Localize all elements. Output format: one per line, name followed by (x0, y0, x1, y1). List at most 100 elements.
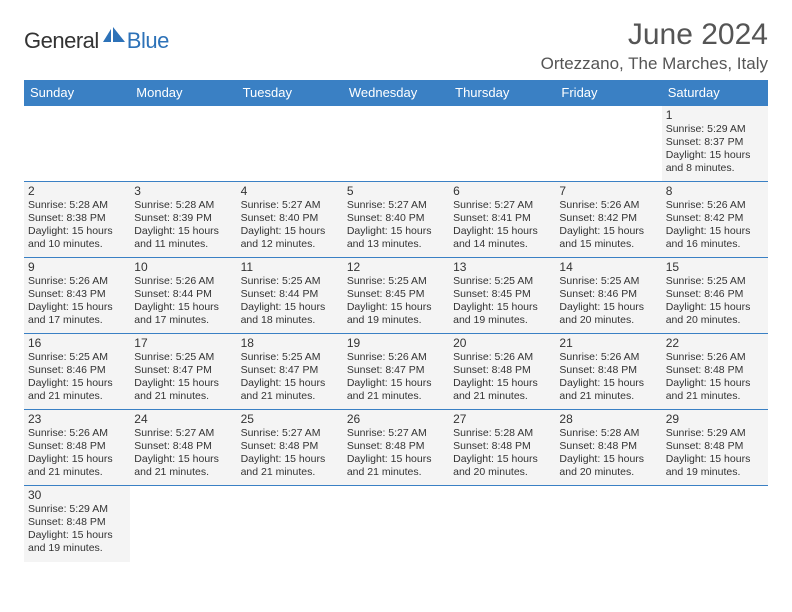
day-info: Sunrise: 5:26 AMSunset: 8:42 PMDaylight:… (559, 199, 657, 252)
calendar-cell: 8Sunrise: 5:26 AMSunset: 8:42 PMDaylight… (662, 182, 768, 258)
day-number: 30 (28, 488, 126, 502)
calendar-cell-empty (662, 486, 768, 562)
day-info: Sunrise: 5:27 AMSunset: 8:40 PMDaylight:… (241, 199, 339, 252)
logo-text-2: Blue (127, 28, 169, 54)
weekday-header: Tuesday (237, 80, 343, 106)
weekday-header: Saturday (662, 80, 768, 106)
calendar-cell: 12Sunrise: 5:25 AMSunset: 8:45 PMDayligh… (343, 258, 449, 334)
day-number: 1 (666, 108, 764, 122)
day-info: Sunrise: 5:26 AMSunset: 8:48 PMDaylight:… (666, 351, 764, 404)
header: General Blue June 2024 Ortezzano, The Ma… (24, 18, 768, 74)
day-number: 22 (666, 336, 764, 350)
calendar-cell: 17Sunrise: 5:25 AMSunset: 8:47 PMDayligh… (130, 334, 236, 410)
calendar-cell: 26Sunrise: 5:27 AMSunset: 8:48 PMDayligh… (343, 410, 449, 486)
day-number: 15 (666, 260, 764, 274)
calendar-row: 23Sunrise: 5:26 AMSunset: 8:48 PMDayligh… (24, 410, 768, 486)
day-info: Sunrise: 5:26 AMSunset: 8:44 PMDaylight:… (134, 275, 232, 328)
day-number: 19 (347, 336, 445, 350)
day-number: 2 (28, 184, 126, 198)
calendar-body: 1Sunrise: 5:29 AMSunset: 8:37 PMDaylight… (24, 106, 768, 562)
calendar-cell-empty (343, 486, 449, 562)
calendar-cell: 25Sunrise: 5:27 AMSunset: 8:48 PMDayligh… (237, 410, 343, 486)
calendar-page: General Blue June 2024 Ortezzano, The Ma… (0, 0, 792, 580)
day-info: Sunrise: 5:26 AMSunset: 8:48 PMDaylight:… (559, 351, 657, 404)
day-info: Sunrise: 5:26 AMSunset: 8:48 PMDaylight:… (28, 427, 126, 480)
calendar-cell-empty (343, 106, 449, 182)
calendar-cell: 5Sunrise: 5:27 AMSunset: 8:40 PMDaylight… (343, 182, 449, 258)
day-number: 14 (559, 260, 657, 274)
calendar-row: 30Sunrise: 5:29 AMSunset: 8:48 PMDayligh… (24, 486, 768, 562)
calendar-cell: 19Sunrise: 5:26 AMSunset: 8:47 PMDayligh… (343, 334, 449, 410)
day-info: Sunrise: 5:26 AMSunset: 8:43 PMDaylight:… (28, 275, 126, 328)
day-info: Sunrise: 5:28 AMSunset: 8:39 PMDaylight:… (134, 199, 232, 252)
day-info: Sunrise: 5:26 AMSunset: 8:47 PMDaylight:… (347, 351, 445, 404)
calendar-cell: 22Sunrise: 5:26 AMSunset: 8:48 PMDayligh… (662, 334, 768, 410)
calendar-head: SundayMondayTuesdayWednesdayThursdayFrid… (24, 80, 768, 106)
day-info: Sunrise: 5:25 AMSunset: 8:44 PMDaylight:… (241, 275, 339, 328)
day-info: Sunrise: 5:25 AMSunset: 8:45 PMDaylight:… (453, 275, 551, 328)
day-number: 17 (134, 336, 232, 350)
weekday-header: Sunday (24, 80, 130, 106)
day-number: 10 (134, 260, 232, 274)
calendar-cell: 24Sunrise: 5:27 AMSunset: 8:48 PMDayligh… (130, 410, 236, 486)
calendar-cell-empty (237, 106, 343, 182)
day-number: 13 (453, 260, 551, 274)
day-info: Sunrise: 5:29 AMSunset: 8:48 PMDaylight:… (666, 427, 764, 480)
calendar-cell: 20Sunrise: 5:26 AMSunset: 8:48 PMDayligh… (449, 334, 555, 410)
calendar-cell: 15Sunrise: 5:25 AMSunset: 8:46 PMDayligh… (662, 258, 768, 334)
calendar-row: 2Sunrise: 5:28 AMSunset: 8:38 PMDaylight… (24, 182, 768, 258)
day-number: 12 (347, 260, 445, 274)
day-info: Sunrise: 5:27 AMSunset: 8:48 PMDaylight:… (134, 427, 232, 480)
day-info: Sunrise: 5:27 AMSunset: 8:40 PMDaylight:… (347, 199, 445, 252)
day-number: 11 (241, 260, 339, 274)
calendar-cell-empty (24, 106, 130, 182)
calendar-cell: 9Sunrise: 5:26 AMSunset: 8:43 PMDaylight… (24, 258, 130, 334)
day-info: Sunrise: 5:28 AMSunset: 8:48 PMDaylight:… (559, 427, 657, 480)
day-number: 7 (559, 184, 657, 198)
day-number: 3 (134, 184, 232, 198)
day-number: 29 (666, 412, 764, 426)
calendar-cell: 28Sunrise: 5:28 AMSunset: 8:48 PMDayligh… (555, 410, 661, 486)
calendar-cell: 11Sunrise: 5:25 AMSunset: 8:44 PMDayligh… (237, 258, 343, 334)
day-info: Sunrise: 5:25 AMSunset: 8:46 PMDaylight:… (559, 275, 657, 328)
calendar-cell: 14Sunrise: 5:25 AMSunset: 8:46 PMDayligh… (555, 258, 661, 334)
day-number: 5 (347, 184, 445, 198)
day-number: 27 (453, 412, 551, 426)
calendar-cell: 7Sunrise: 5:26 AMSunset: 8:42 PMDaylight… (555, 182, 661, 258)
calendar-cell-empty (555, 106, 661, 182)
calendar-cell: 3Sunrise: 5:28 AMSunset: 8:39 PMDaylight… (130, 182, 236, 258)
day-number: 8 (666, 184, 764, 198)
day-info: Sunrise: 5:29 AMSunset: 8:37 PMDaylight:… (666, 123, 764, 176)
day-number: 21 (559, 336, 657, 350)
day-number: 28 (559, 412, 657, 426)
day-info: Sunrise: 5:26 AMSunset: 8:42 PMDaylight:… (666, 199, 764, 252)
day-number: 4 (241, 184, 339, 198)
calendar-cell: 16Sunrise: 5:25 AMSunset: 8:46 PMDayligh… (24, 334, 130, 410)
weekday-header: Wednesday (343, 80, 449, 106)
calendar-cell: 18Sunrise: 5:25 AMSunset: 8:47 PMDayligh… (237, 334, 343, 410)
day-info: Sunrise: 5:28 AMSunset: 8:38 PMDaylight:… (28, 199, 126, 252)
day-number: 24 (134, 412, 232, 426)
calendar-row: 1Sunrise: 5:29 AMSunset: 8:37 PMDaylight… (24, 106, 768, 182)
calendar-row: 16Sunrise: 5:25 AMSunset: 8:46 PMDayligh… (24, 334, 768, 410)
calendar-row: 9Sunrise: 5:26 AMSunset: 8:43 PMDaylight… (24, 258, 768, 334)
day-info: Sunrise: 5:29 AMSunset: 8:48 PMDaylight:… (28, 503, 126, 556)
calendar-cell: 29Sunrise: 5:29 AMSunset: 8:48 PMDayligh… (662, 410, 768, 486)
calendar-cell: 1Sunrise: 5:29 AMSunset: 8:37 PMDaylight… (662, 106, 768, 182)
title-block: June 2024 Ortezzano, The Marches, Italy (541, 18, 768, 74)
calendar-cell-empty (555, 486, 661, 562)
day-info: Sunrise: 5:26 AMSunset: 8:48 PMDaylight:… (453, 351, 551, 404)
logo-sails-icon (101, 26, 127, 49)
calendar-cell: 2Sunrise: 5:28 AMSunset: 8:38 PMDaylight… (24, 182, 130, 258)
logo-text-1: General (24, 28, 99, 54)
day-info: Sunrise: 5:27 AMSunset: 8:48 PMDaylight:… (347, 427, 445, 480)
day-number: 20 (453, 336, 551, 350)
weekday-header: Friday (555, 80, 661, 106)
day-info: Sunrise: 5:25 AMSunset: 8:46 PMDaylight:… (666, 275, 764, 328)
day-number: 25 (241, 412, 339, 426)
location: Ortezzano, The Marches, Italy (541, 54, 768, 74)
calendar-cell: 27Sunrise: 5:28 AMSunset: 8:48 PMDayligh… (449, 410, 555, 486)
day-number: 23 (28, 412, 126, 426)
calendar-cell-empty (130, 106, 236, 182)
day-info: Sunrise: 5:25 AMSunset: 8:47 PMDaylight:… (241, 351, 339, 404)
